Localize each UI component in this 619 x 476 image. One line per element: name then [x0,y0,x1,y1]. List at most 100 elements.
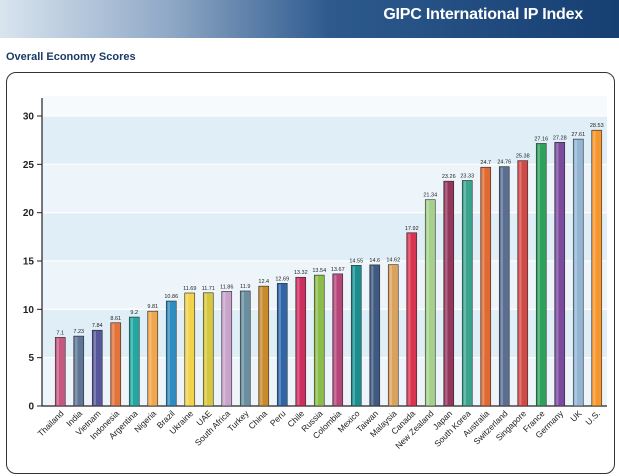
bar-highlight [130,318,133,405]
data-label: 9.81 [147,304,158,310]
data-label: 23.26 [442,174,456,180]
bar-highlight [56,338,59,405]
bar-highlight [463,181,466,405]
bar-highlight [204,293,207,405]
bar [184,292,196,407]
bar [128,316,140,407]
bar-chart: 0510152025307.1Thailand7.23India7.84Viet… [23,96,607,451]
bar-highlight [149,312,152,405]
x-tick-label: Thailand [36,408,66,438]
bar [221,291,233,407]
bar-highlight [112,323,115,405]
y-tick-label: 30 [23,112,35,123]
bar [239,290,251,407]
y-tick-label: 15 [23,257,35,268]
bar-highlight [186,293,189,405]
bar-highlight [315,276,318,405]
bar-highlight [593,131,596,405]
data-label: 25.38 [516,154,530,160]
bar [498,166,510,407]
data-label: 14.55 [349,258,363,264]
data-label: 24.76 [497,160,511,166]
bar [535,143,547,407]
bar [461,180,473,407]
data-label: 8.61 [110,316,121,322]
bar [406,232,418,407]
section-title: Overall Economy Scores [6,51,136,63]
x-tick-label: U.S. [583,408,602,427]
data-label: 11.71 [202,286,215,292]
chart-frame: 0 5 10 15 20 25 30 7.1 Thailand 7.23 India 7.84 Viet… [6,72,615,474]
bar-highlight [426,200,429,405]
bar-highlight [334,274,337,405]
bar-highlight [556,143,559,405]
x-tick-label: Turkey [225,408,251,434]
grid-band [42,96,607,116]
data-label: 27.16 [534,136,548,142]
data-label: 28.53 [590,123,604,129]
bar [276,283,288,407]
x-tick-label: UK [568,408,584,424]
y-tick-label: 0 [28,402,34,413]
bar-highlight [75,337,78,405]
data-label: 24.7 [480,160,491,166]
data-label: 27.28 [553,135,567,141]
bar [443,180,455,407]
grid-band [42,116,607,165]
bar [572,138,584,407]
bar-highlight [167,302,170,405]
y-tick-label: 20 [23,208,35,219]
data-label: 9.2 [130,310,138,316]
data-label: 12.69 [275,276,289,282]
data-label: 7.1 [56,330,64,336]
data-label: 11.69 [183,286,196,292]
bar-highlight [574,140,577,405]
data-label: 12.4 [258,279,269,285]
bar-highlight [519,161,522,405]
bar-highlight [278,284,281,405]
data-label: 10.86 [164,294,178,300]
data-label: 27.61 [571,132,585,138]
bar-highlight [537,144,540,405]
bar-highlight [500,167,503,405]
data-label: 14.62 [386,258,400,264]
bar [73,335,85,407]
data-label: 13.54 [312,268,326,274]
bar-highlight [408,233,411,405]
data-label: 13.67 [331,267,345,273]
bar [424,199,436,407]
data-label: 14.6 [369,258,380,264]
data-label: 23.33 [460,173,474,179]
grid-band [42,164,607,213]
y-tick-label: 10 [23,305,35,316]
data-label: 11.86 [220,284,233,290]
bar-highlight [482,168,485,405]
data-label: 7.84 [92,323,103,329]
bar-highlight [223,292,226,405]
data-label: 11.9 [240,284,250,290]
bar [258,285,270,407]
x-tick-label: Peru [268,408,288,428]
bar [91,329,103,407]
data-label: 17.92 [405,226,419,232]
bar-highlight [297,278,300,405]
y-tick-label: 25 [23,160,35,171]
data-label: 7.23 [73,329,84,335]
bar [350,265,362,407]
bar-highlight [241,291,244,405]
bar [313,274,325,407]
x-tick-label: China [246,408,269,431]
grid-band [42,212,607,261]
bar [110,322,122,407]
bar [591,129,603,407]
bar-highlight [260,287,263,405]
bar [369,264,381,407]
y-tick-label: 5 [28,353,34,364]
bar [517,160,529,407]
bar [202,292,214,407]
data-label: 13.32 [294,270,308,276]
header-bar: GIPC International IP Index [0,0,619,38]
bar-highlight [371,265,374,405]
bar-highlight [352,266,355,405]
bar [295,276,307,407]
